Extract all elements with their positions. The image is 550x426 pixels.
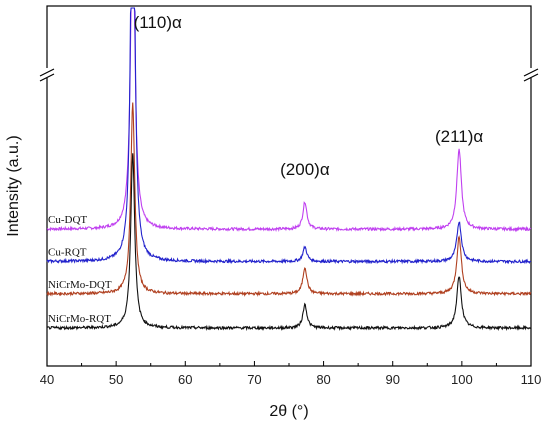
x-tick-label-90: 90	[385, 372, 399, 387]
peak-label-1: (200)α	[280, 160, 330, 179]
y-axis-title: Intensity (a.u.)	[5, 135, 22, 236]
peak-label-2: (211)α	[435, 127, 483, 146]
x-tick-label-80: 80	[316, 372, 330, 387]
peak-labels: (110)α (200)α (211)α	[134, 13, 484, 179]
series-line-nicrmo-rqt	[46, 153, 532, 332]
x-tick-label-100: 100	[451, 372, 473, 387]
series-label-cu-dqt: Cu-DQT	[48, 214, 87, 226]
series-line-cu-rqt	[46, 7, 532, 265]
series-line-cu-dqt	[46, 7, 532, 233]
series-layer	[46, 7, 532, 332]
axis-break-left	[38, 68, 56, 82]
x-tick-label-50: 50	[109, 372, 123, 387]
axis-break-right	[522, 68, 540, 82]
series-labels: Cu-DQT Cu-RQT NiCrMo-DQT NiCrMo-RQT	[48, 214, 112, 325]
series-label-nicrmo-dqt: NiCrMo-DQT	[48, 279, 112, 291]
series-label-nicrmo-rqt: NiCrMo-RQT	[48, 313, 111, 325]
x-tick-label-70: 70	[247, 372, 261, 387]
series-line-nicrmo-dqt	[46, 102, 532, 297]
peak-label-0: (110)α	[134, 13, 182, 32]
series-label-cu-rqt: Cu-RQT	[48, 247, 87, 259]
x-tick-label-60: 60	[178, 372, 192, 387]
x-ticks: 40 50 60 70 80 90 100 110	[40, 361, 542, 387]
x-tick-label-40: 40	[40, 372, 54, 387]
plot-frame	[46, 5, 532, 367]
x-tick-label-110: 110	[521, 372, 542, 387]
x-axis-title: 2θ (°)	[269, 403, 308, 420]
